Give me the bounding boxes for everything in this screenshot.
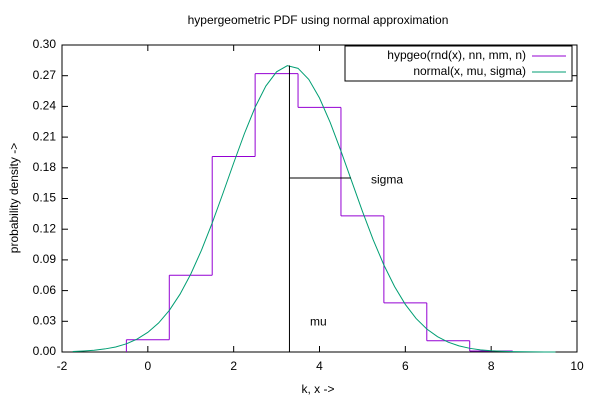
x-tick-label: -2	[57, 359, 68, 373]
y-tick-label: 0.24	[33, 99, 57, 113]
y-tick-label: 0.03	[33, 313, 57, 327]
x-tick-label: 0	[144, 359, 151, 373]
x-tick-label: 10	[570, 359, 584, 373]
chart-title: hypergeometric PDF using normal approxim…	[188, 13, 449, 27]
y-tick-label: 0.21	[33, 129, 57, 143]
y-tick-label: 0.30	[33, 37, 57, 51]
x-axis-label: k, x ->	[301, 382, 334, 396]
legend-label: hypgeo(rnd(x), nn, mm, n)	[387, 48, 526, 62]
y-tick-label: 0.00	[33, 344, 57, 358]
x-tick-label: 2	[230, 359, 237, 373]
y-tick-label: 0.27	[33, 68, 57, 82]
legend-box	[344, 45, 573, 82]
y-tick-label: 0.15	[33, 191, 57, 205]
x-tick-label: 6	[402, 359, 409, 373]
x-tick-label: 8	[488, 359, 495, 373]
y-tick-label: 0.18	[33, 160, 57, 174]
y-tick-label: 0.06	[33, 283, 57, 297]
annotation: sigma	[371, 172, 403, 186]
y-axis-label: probability density ->	[7, 143, 21, 253]
curve	[72, 65, 556, 353]
x-tick-label: 4	[316, 359, 323, 373]
legend-label: normal(x, mu, sigma)	[413, 64, 526, 78]
y-tick-label: 0.12	[33, 221, 57, 235]
y-tick-label: 0.09	[33, 252, 57, 266]
annotation: mu	[310, 314, 327, 328]
plot-frame	[61, 44, 578, 353]
